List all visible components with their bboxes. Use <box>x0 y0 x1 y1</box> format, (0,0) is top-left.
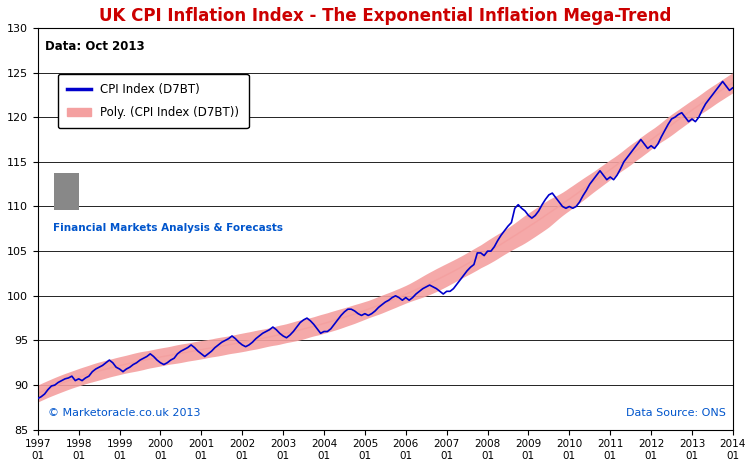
Text: Data Source: ONS: Data Source: ONS <box>626 408 726 417</box>
Text: Financial Markets Analysis & Forecasts: Financial Markets Analysis & Forecasts <box>53 223 283 233</box>
Text: © Marketoracle.co.uk 2013: © Marketoracle.co.uk 2013 <box>48 408 201 417</box>
Title: UK CPI Inflation Index - The Exponential Inflation Mega-Trend: UK CPI Inflation Index - The Exponential… <box>99 7 672 25</box>
Legend: CPI Index (D7BT), Poly. (CPI Index (D7BT)): CPI Index (D7BT), Poly. (CPI Index (D7BT… <box>57 74 248 128</box>
Text: Data: Oct 2013: Data: Oct 2013 <box>44 40 145 53</box>
